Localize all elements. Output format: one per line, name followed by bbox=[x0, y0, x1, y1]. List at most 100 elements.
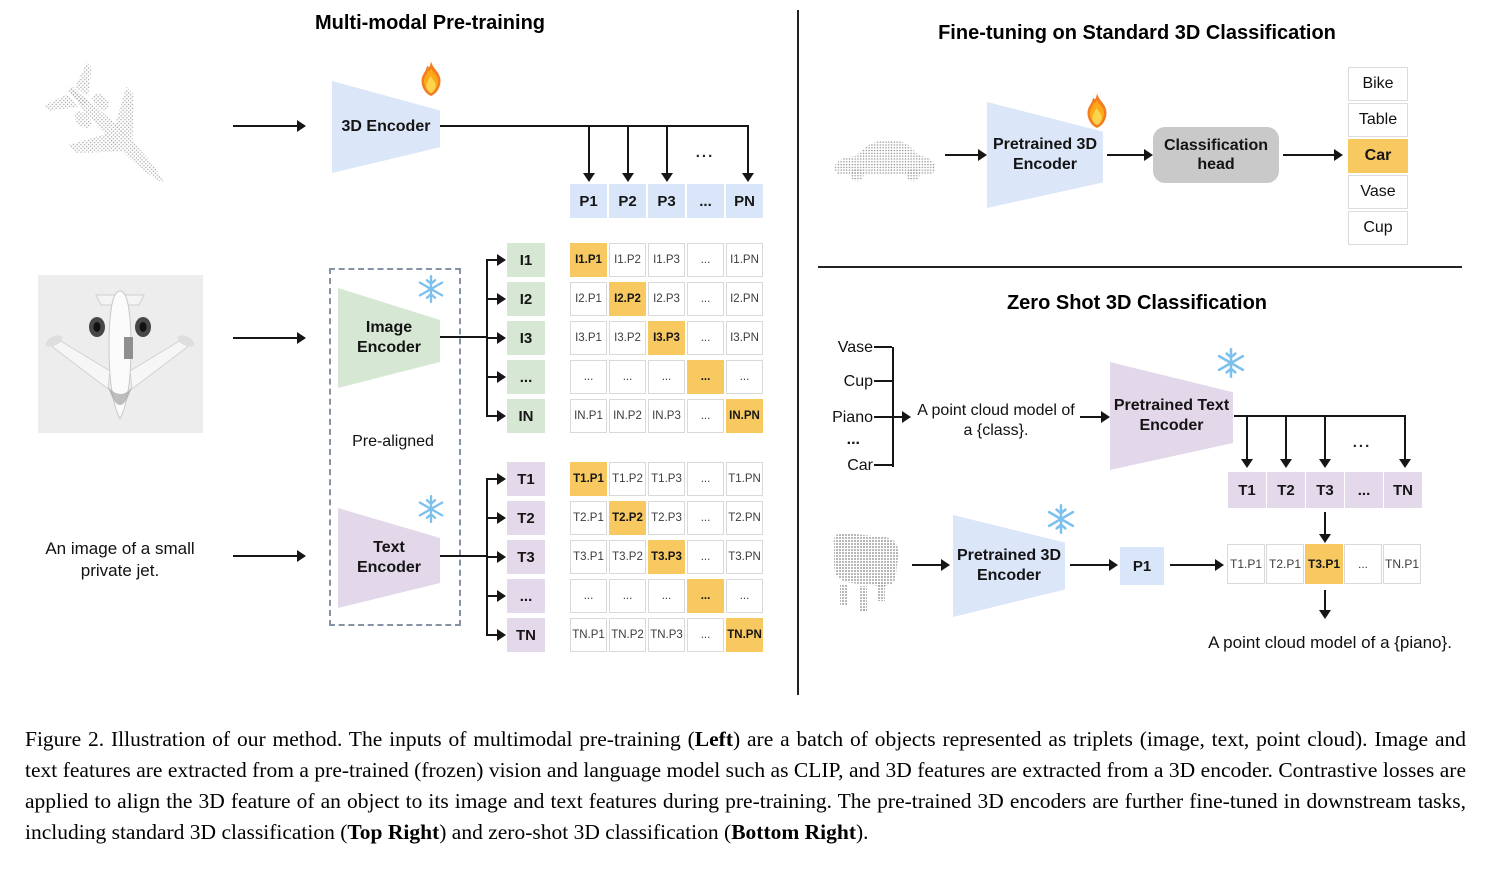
arrowhead bbox=[1319, 459, 1331, 468]
text-point-similarity-matrix: T1.P1 T1.P2 T1.P3 ... T1.PN T2.P1 T2.P2 … bbox=[570, 462, 763, 652]
matrix-cell: T2.P3 bbox=[648, 501, 685, 535]
bracket-tick bbox=[874, 380, 892, 382]
matrix-cell: TN.P1 bbox=[570, 618, 607, 652]
bracket-tick bbox=[874, 464, 892, 466]
t-cell: ... bbox=[1345, 472, 1383, 508]
arrow-trow-to-match bbox=[1324, 512, 1326, 534]
arrow-classes-to-prompt bbox=[874, 416, 902, 418]
arrowhead bbox=[497, 629, 506, 641]
p1-feature-cell: P1 bbox=[1120, 547, 1164, 585]
matrix-cell: ... bbox=[648, 579, 685, 613]
line-3d-encoder-output bbox=[440, 125, 749, 127]
p-cell: PN bbox=[726, 184, 763, 218]
branch-line bbox=[1246, 417, 1248, 459]
3d-encoder-label: 3D Encoder bbox=[341, 118, 431, 135]
arrowhead bbox=[941, 559, 950, 571]
matrix-cell: T3.P1 bbox=[570, 540, 607, 574]
figure-caption: Figure 2. Illustration of our method. Th… bbox=[25, 727, 1466, 844]
zs-result-caption: A point cloud model of a {piano}. bbox=[1208, 633, 1452, 652]
matrix-cell: IN.PN bbox=[726, 399, 763, 433]
car-point-cloud bbox=[828, 130, 942, 191]
matrix-cell: T3.P3 bbox=[648, 540, 685, 574]
matrix-cell: T3.PN bbox=[726, 540, 763, 574]
matrix-cell: TN.P2 bbox=[609, 618, 646, 652]
arrowhead bbox=[583, 173, 595, 182]
arrowhead bbox=[1241, 459, 1253, 468]
arrowhead bbox=[622, 173, 634, 182]
branch-line bbox=[487, 415, 498, 417]
branch-line bbox=[627, 127, 629, 173]
text-feature-column: T1 T2 T3 ... TN bbox=[507, 462, 545, 652]
i-label-cell: I2 bbox=[507, 282, 545, 316]
branch-line bbox=[487, 376, 498, 378]
jet-image bbox=[38, 275, 203, 438]
zs-class-ellipsis: ... bbox=[846, 431, 860, 448]
pretrained-3d-encoder-label: Pretrained 3D bbox=[992, 136, 1098, 153]
matrix-cell: ... bbox=[687, 360, 724, 394]
branch-line bbox=[1285, 417, 1287, 459]
prompt-line: An image of a small bbox=[45, 539, 195, 558]
class-cell: Vase bbox=[1348, 175, 1408, 209]
arrowhead bbox=[1215, 559, 1224, 571]
arrowhead bbox=[978, 149, 987, 161]
t-label-cell: TN bbox=[507, 618, 545, 652]
line-text-encoder-output bbox=[440, 555, 487, 557]
arrowhead bbox=[1319, 610, 1331, 619]
left-panel-title: Multi-modal Pre-training bbox=[315, 12, 545, 34]
matrix-cell: ... bbox=[726, 360, 763, 394]
branch-line bbox=[487, 517, 498, 519]
arrowhead bbox=[661, 173, 673, 182]
matrix-cell: ... bbox=[687, 462, 724, 496]
bracket-tick bbox=[874, 346, 892, 348]
p-cell: P1 bbox=[570, 184, 607, 218]
branch-line bbox=[666, 127, 668, 173]
arrowhead bbox=[902, 411, 911, 423]
branch-line bbox=[487, 298, 498, 300]
pretrained-3d-encoder-label: Encoder bbox=[1012, 156, 1077, 173]
t-cell: T3 bbox=[1306, 472, 1344, 508]
arrow-encoder-to-p1 bbox=[1070, 564, 1109, 566]
branch-line bbox=[588, 127, 590, 173]
matrix-cell: ... bbox=[687, 399, 724, 433]
arrow-head-to-classes bbox=[1283, 154, 1334, 156]
t-cell: T2 bbox=[1267, 472, 1305, 508]
matrix-cell: T1.P2 bbox=[609, 462, 646, 496]
fire-icon bbox=[1082, 92, 1112, 135]
piano-point-cloud bbox=[824, 528, 906, 617]
arrowhead bbox=[497, 590, 506, 602]
pretrained-text-encoder-block: Pretrained Text Encoder bbox=[1110, 362, 1233, 470]
matrix-cell: ... bbox=[687, 321, 724, 355]
matrix-cell: ... bbox=[609, 579, 646, 613]
pretrained-text-encoder-label: Encoder bbox=[1139, 417, 1204, 434]
arrow-encoder-to-head bbox=[1107, 154, 1144, 156]
matrix-cell: I2.PN bbox=[726, 282, 763, 316]
i-label-cell: ... bbox=[507, 360, 545, 394]
arrowhead bbox=[497, 512, 506, 524]
match-cell: T2.P1 bbox=[1266, 544, 1304, 584]
class-list: Bike Table Car Vase Cup bbox=[1348, 67, 1408, 245]
matrix-cell: ... bbox=[648, 360, 685, 394]
arrowhead bbox=[297, 550, 306, 562]
image-text-prompt: An image of a small private jet. bbox=[30, 538, 210, 582]
matrix-cell: ... bbox=[687, 243, 724, 277]
class-cell: Bike bbox=[1348, 67, 1408, 101]
ellipsis: ... bbox=[1352, 434, 1372, 451]
arrowhead bbox=[742, 173, 754, 182]
pre-aligned-label: Pre-aligned bbox=[352, 433, 434, 450]
match-cell: T1.P1 bbox=[1227, 544, 1265, 584]
matrix-cell: ... bbox=[687, 282, 724, 316]
matrix-cell: I3.P2 bbox=[609, 321, 646, 355]
zs-prompt-text: A point cloud model of a {class}. bbox=[908, 401, 1084, 441]
classification-head-label: Classification bbox=[1163, 137, 1269, 154]
matrix-cell: T2.PN bbox=[726, 501, 763, 535]
arrow-car-to-encoder bbox=[945, 154, 978, 156]
matrix-cell: I3.PN bbox=[726, 321, 763, 355]
arrowhead bbox=[1334, 149, 1343, 161]
arrowhead bbox=[497, 410, 506, 422]
arrowhead bbox=[297, 332, 306, 344]
text-encoder-label: Text bbox=[373, 539, 405, 556]
arrowhead bbox=[1399, 459, 1411, 468]
branch-line bbox=[487, 259, 498, 261]
zs-pretrained-3d-encoder-label: Encoder bbox=[976, 567, 1041, 584]
